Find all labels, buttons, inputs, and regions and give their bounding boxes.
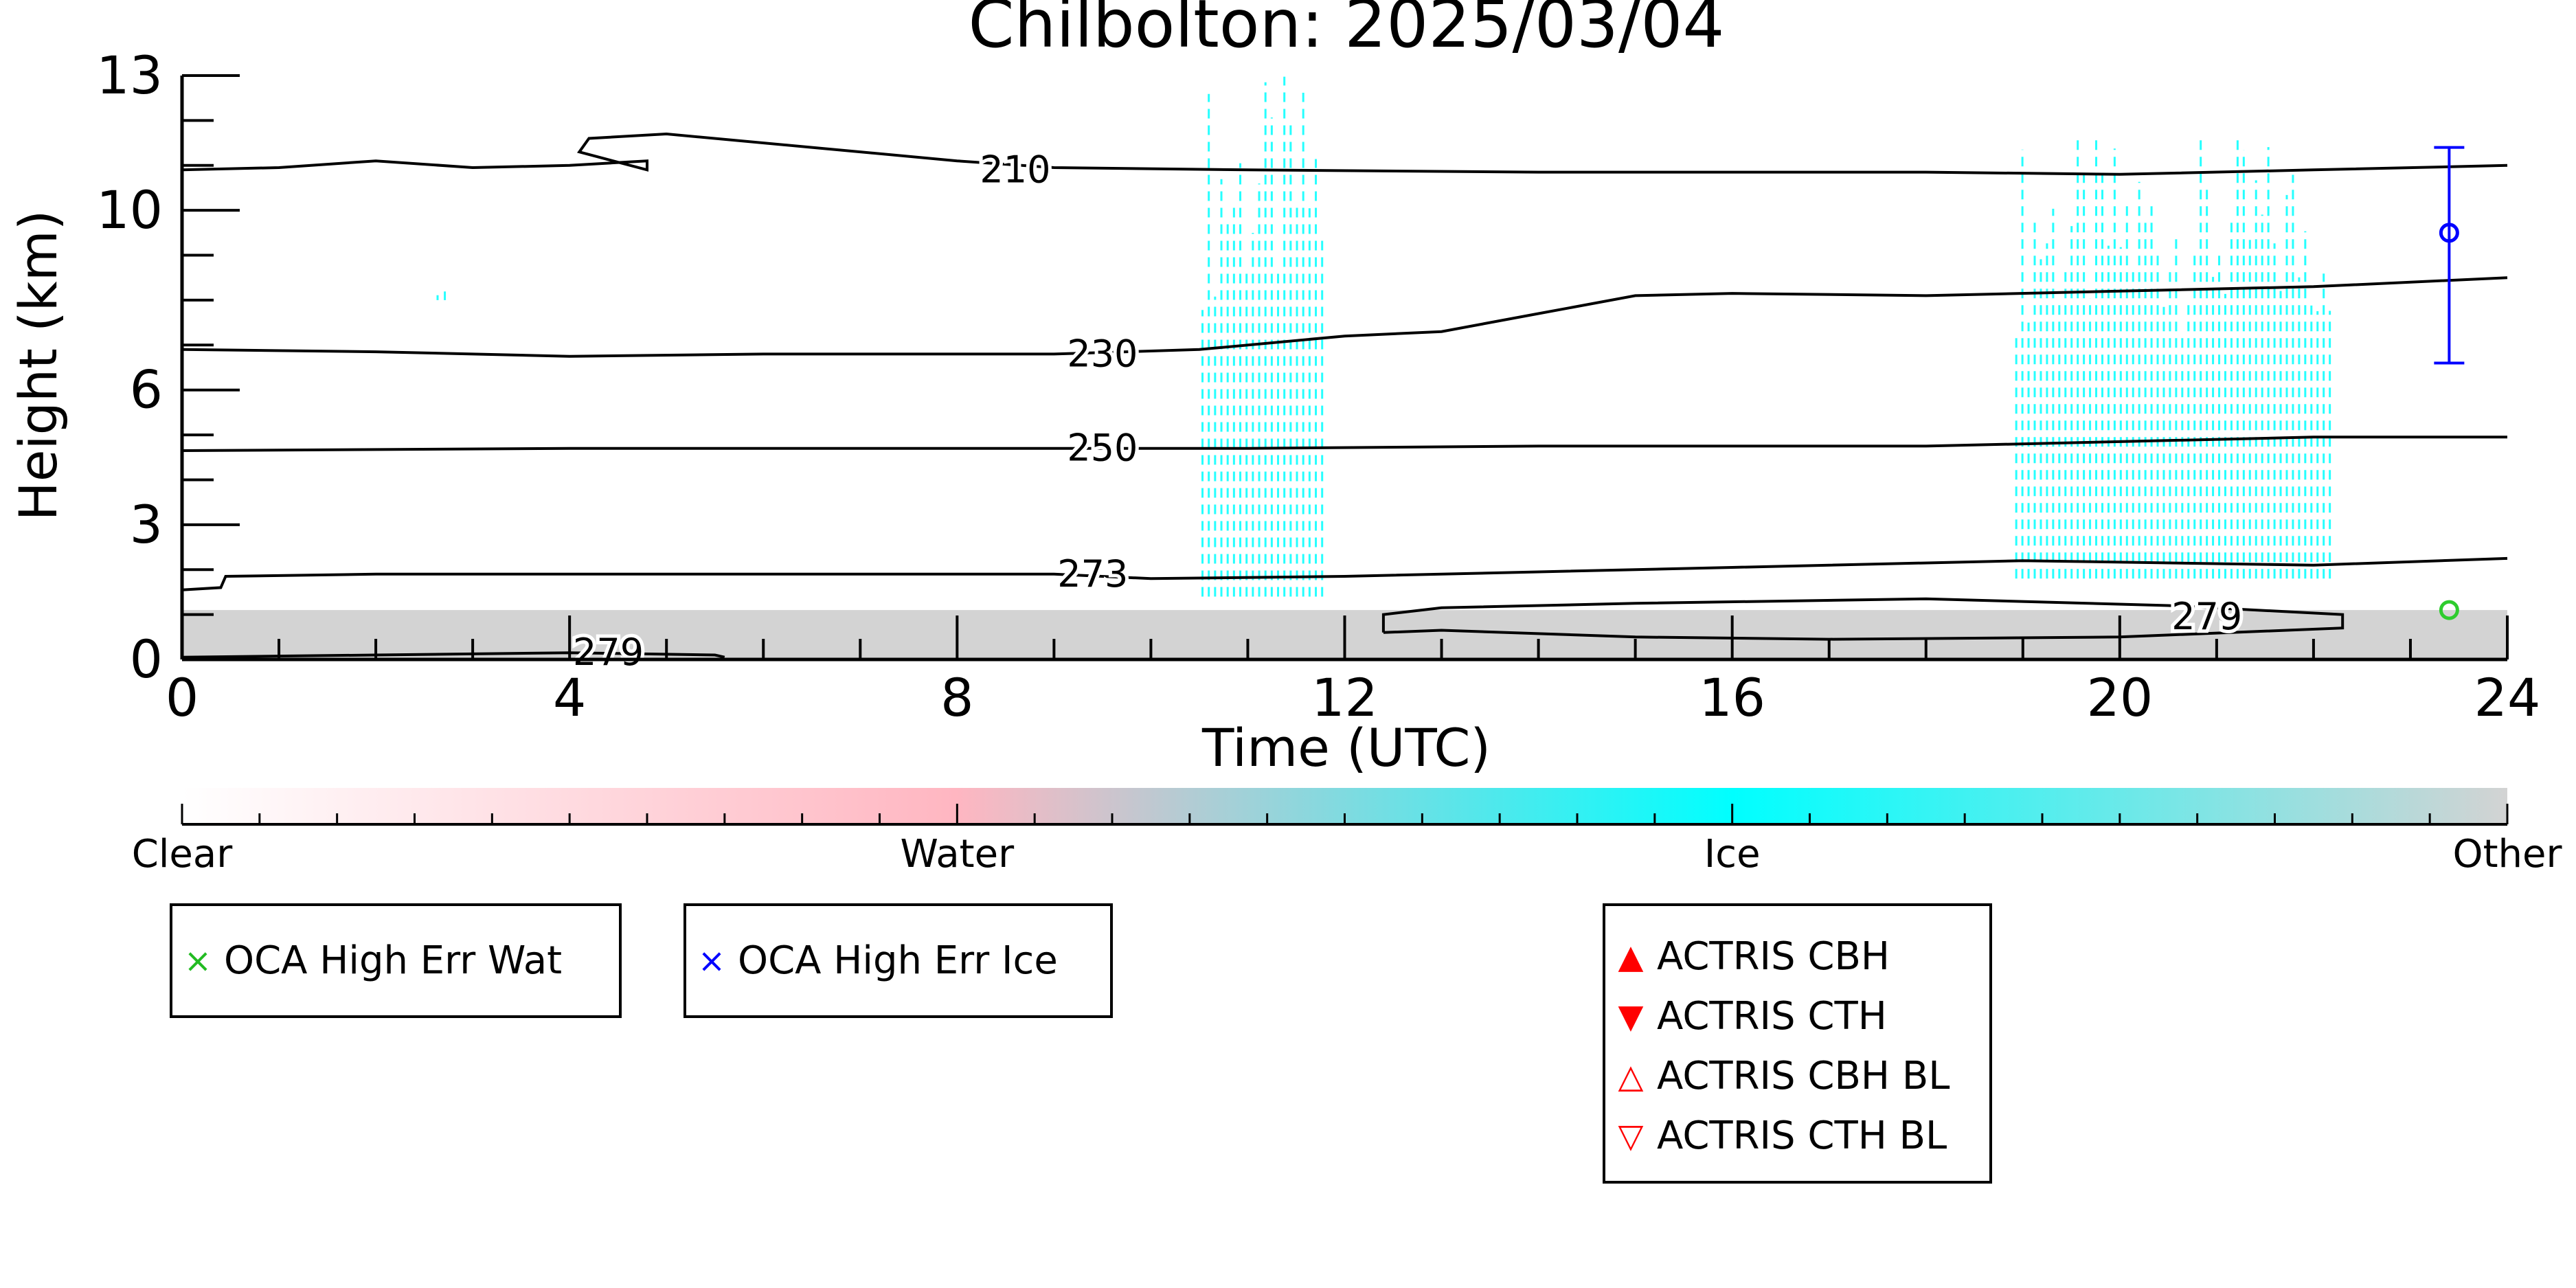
legend-item: ▽ ACTRIS CTH BL — [1605, 1109, 1989, 1164]
legend-item: × OCA High Err Wat — [172, 934, 619, 988]
x-tick-label: 0 — [166, 667, 199, 728]
legend-item: △ ACTRIS CBH BL — [1605, 1049, 1989, 1104]
x-tick-label: 12 — [1311, 667, 1378, 728]
contour-210 — [181, 132, 2508, 176]
x-tick-label: 16 — [1699, 667, 1765, 728]
colorbar-label: Ice — [1704, 832, 1761, 877]
legend-actris: ▲ ACTRIS CBH ▼ ACTRIS CTH △ ACTRIS CBH B… — [1603, 903, 1992, 1184]
contour-230 — [181, 276, 2508, 358]
legend-label: ACTRIS CTH — [1657, 994, 1887, 1039]
colorbar-label: Other — [2452, 832, 2562, 877]
triangle-up-icon: ▲ — [1618, 938, 1644, 976]
legend-label: OCA High Err Ice — [738, 938, 1058, 983]
x-tick-label: 20 — [2086, 667, 2153, 728]
y-tick-label: 6 — [130, 359, 163, 420]
y-tick-label: 10 — [96, 179, 163, 240]
legend-label: OCA High Err Wat — [224, 938, 563, 983]
contour-273 — [181, 556, 2508, 591]
y-tick-label: 0 — [130, 629, 163, 690]
contour-label: 279 — [2171, 595, 2242, 638]
y-tick-label: 13 — [96, 45, 163, 106]
colorbar-label: Clear — [132, 832, 233, 877]
error-bar-marker — [2439, 223, 2459, 243]
legend-oca-wat: × OCA High Err Wat — [170, 903, 622, 1018]
y-axis-label: Height (km) — [8, 210, 69, 521]
y-tick-label: 3 — [130, 494, 163, 555]
x-tick-label: 4 — [553, 667, 586, 728]
legend-label: ACTRIS CTH BL — [1657, 1114, 1947, 1158]
x-tick-label: 24 — [2474, 667, 2541, 728]
triangle-down-icon: ▼ — [1618, 997, 1644, 1036]
contour-250 — [181, 436, 2507, 452]
legend-label: ACTRIS CBH BL — [1657, 1054, 1950, 1098]
legend-item: ▼ ACTRIS CTH — [1605, 989, 1989, 1044]
cross-marker-icon: × — [183, 942, 212, 980]
cross-marker-icon: × — [697, 942, 726, 980]
legend-item: ▲ ACTRIS CBH — [1605, 929, 1989, 984]
water-marker — [2439, 600, 2459, 620]
contour-label: 250 — [1067, 427, 1138, 470]
contour-label: 279 — [573, 631, 644, 674]
contour-label: 230 — [1067, 332, 1138, 375]
triangle-down-outline-icon: ▽ — [1618, 1117, 1644, 1155]
legend-item: × OCA High Err Ice — [686, 934, 1110, 988]
contour-279 — [1381, 597, 2345, 641]
chart-title: Chilbolton: 2025/03/04 — [969, 0, 1725, 63]
contour-label: 210 — [980, 148, 1050, 191]
legend-label: ACTRIS CBH — [1657, 934, 1890, 979]
x-tick-label: 8 — [940, 667, 973, 728]
contour-label: 273 — [1057, 552, 1128, 596]
colorbar-label: Water — [901, 832, 1015, 877]
legend-oca-ice: × OCA High Err Ice — [683, 903, 1113, 1018]
x-axis-label: Time (UTC) — [1201, 717, 1491, 778]
triangle-up-outline-icon: △ — [1618, 1057, 1644, 1096]
